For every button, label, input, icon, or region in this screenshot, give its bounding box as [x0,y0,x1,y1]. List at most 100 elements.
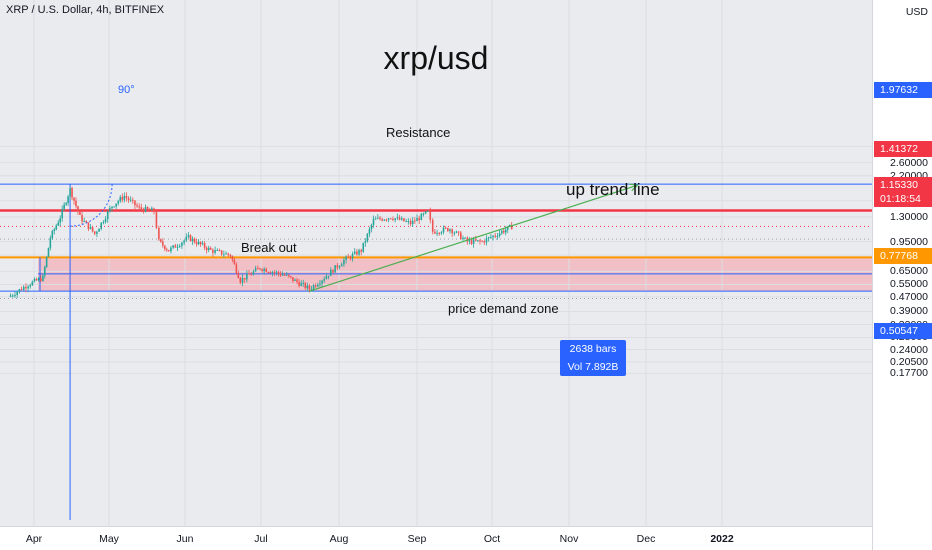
chart-title: xrp/usd [383,40,489,76]
candle-body [306,285,309,289]
candle-body [269,272,272,274]
candle-body [362,242,365,252]
candle-body [308,285,311,290]
candle-body [22,286,25,291]
volume-value: Vol 7.892B [567,361,619,373]
price-tick: 0.95000 [890,235,928,248]
candle-body [374,218,377,220]
candle-body [453,232,456,234]
candle-body [199,241,202,245]
candle-body [93,231,96,234]
candle-body [496,236,499,238]
candle-body [100,222,103,229]
candle-body [372,218,375,225]
candle-body [279,273,282,276]
candle-body [358,249,360,255]
candle-body [191,238,194,242]
time-axis[interactable]: Apr May Jun Jul Aug Sep Oct Nov Dec 2022 [0,526,872,550]
candle-body [442,227,445,233]
price-tick: 0.17700 [890,367,928,380]
candle-body [27,286,29,289]
candle-body [67,196,69,204]
candle-body [49,238,52,248]
candle-body [136,205,138,207]
candle-body [40,278,42,281]
candle-body [178,245,181,247]
chart-area[interactable]: XRP / U.S. Dollar, 4h, BITFINEX xrp/usd … [0,0,872,526]
current-price-value: 1.15330 [880,179,918,191]
candle-body [203,243,206,248]
candle-body [229,254,232,257]
tag-resistance: 1.41372 [874,141,932,157]
candle-body [57,222,60,226]
candle-body [129,199,132,201]
candle-body [394,218,396,220]
time-tick: May [99,533,119,545]
bars-count: 2638 bars [569,343,617,355]
candle-body [336,265,339,268]
breakout-label: Break out [241,240,297,255]
candle-body [81,214,83,222]
time-tick: Apr [25,533,43,545]
candle-body [146,206,149,210]
candle-body [455,231,458,233]
candle-body [304,282,307,289]
time-tick: Sep [407,533,427,545]
candle-body [225,253,227,255]
price-plot[interactable] [0,0,872,526]
candle-body [345,256,347,260]
candle-body [462,237,464,240]
candle-body [121,197,124,200]
candle-body [241,278,244,283]
candle-body [117,201,119,204]
candle-body [59,218,62,223]
candle-body [483,241,486,243]
candle-body [502,230,505,233]
candle-body [351,253,354,259]
candle-body [370,224,373,230]
price-tick: 2.60000 [890,156,928,169]
candle-body [317,284,319,287]
candle-body [220,250,223,255]
candle-body [119,197,122,202]
candle-body [209,247,212,250]
candle-body [506,226,509,230]
candle-body [411,220,414,225]
price-tick: 0.24000 [890,343,928,356]
candle-body [257,268,259,270]
candle-body [239,278,242,283]
candle-body [405,221,407,223]
angle-arc [70,184,113,227]
candle-body [492,235,494,238]
candle-body [138,206,140,208]
candle-body [246,273,248,280]
time-tick: Jul [254,533,268,545]
candle-body [440,232,443,234]
candle-body [231,256,234,260]
candle-body [418,218,420,221]
candle-body [381,219,383,221]
candle-body [319,283,321,285]
candle-body [63,204,65,209]
candle-body [153,208,155,212]
price-tick: 0.39000 [890,305,928,318]
candle-body [504,229,507,233]
candle-body [447,227,449,232]
candle-body [151,208,153,211]
candle-body [387,218,390,220]
candle-body [214,250,216,253]
candle-body [123,195,126,200]
candle-body [332,269,334,273]
candle-body [79,211,81,215]
candle-body [174,245,177,248]
candle-body [420,213,423,221]
candle-body [510,225,513,230]
candle-body [416,218,418,222]
candle-body [377,217,379,219]
candle-body [424,211,427,214]
candle-body [368,229,371,234]
candle-body [212,249,214,253]
candle-body [252,271,255,275]
candle-body [498,233,501,237]
candle-body [113,206,115,208]
